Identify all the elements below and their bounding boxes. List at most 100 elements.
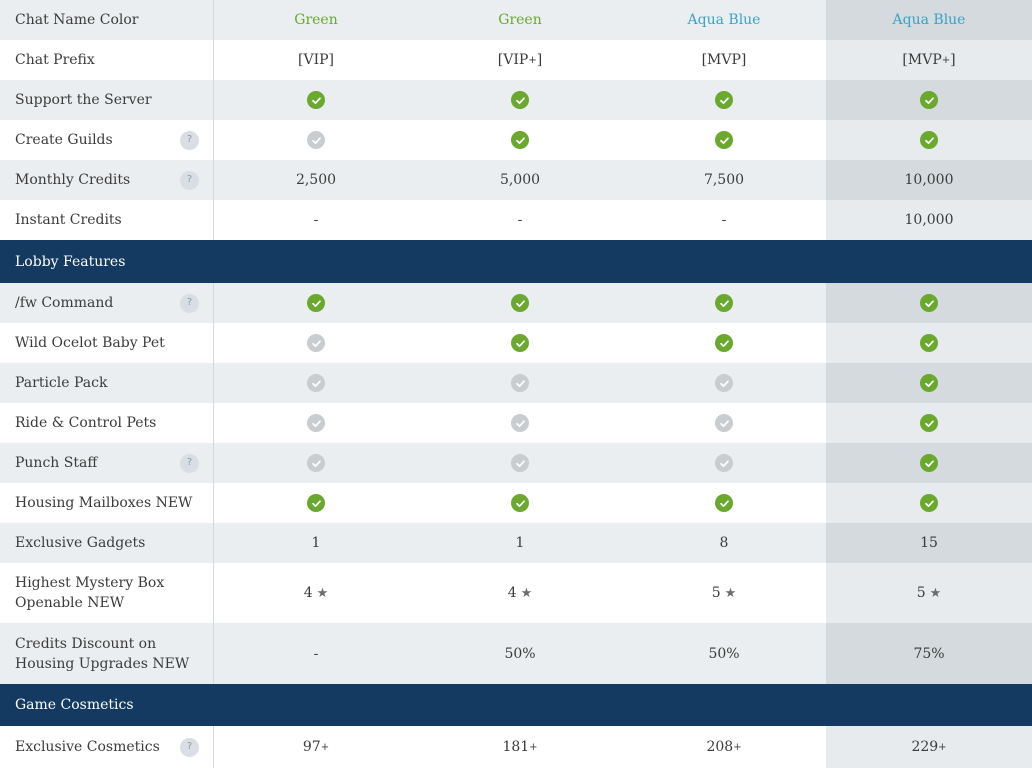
help-question-icon[interactable]: ? xyxy=(180,170,199,190)
row-label: Support the Server xyxy=(0,80,214,120)
check-circle-icon xyxy=(920,294,938,312)
row-instant-credits: Instant Credits - - - 10,000 xyxy=(0,200,1032,240)
check-circle-icon xyxy=(715,131,733,149)
mvp-value: Aqua Blue xyxy=(687,12,761,28)
vip-value xyxy=(214,283,418,323)
row-label: Monthly Credits? xyxy=(0,160,214,200)
check-circle-icon xyxy=(715,91,733,109)
vip-plus-value xyxy=(418,443,622,483)
mvp-plus-value: 10,000 xyxy=(826,160,1032,200)
mvp-value: - xyxy=(721,212,727,228)
box-tier: 4 xyxy=(507,585,517,601)
check-circle-icon xyxy=(511,334,529,352)
mvp-value xyxy=(622,283,826,323)
vip-value xyxy=(214,323,418,363)
vip-value: [VIP] xyxy=(298,52,334,68)
row-label: Wild Ocelot Baby Pet xyxy=(0,323,214,363)
mvp-value: 50% xyxy=(708,645,740,662)
mvp-value xyxy=(622,120,826,160)
vip-plus-value: 4 ★ xyxy=(418,563,622,623)
star-icon: ★ xyxy=(316,585,329,601)
check-circle-icon xyxy=(307,494,325,512)
mvp-plus-value: 5 ★ xyxy=(826,563,1032,623)
star-icon: ★ xyxy=(724,585,737,601)
mvp-value xyxy=(622,323,826,363)
check-circle-icon xyxy=(715,334,733,352)
check-circle-icon xyxy=(920,374,938,392)
check-circle-icon xyxy=(920,454,938,472)
row-exclusive-gadgets: Exclusive Gadgets 1 1 8 15 xyxy=(0,523,1032,563)
mvp-plus-value: 75% xyxy=(826,623,1032,684)
check-circle-icon xyxy=(511,91,529,109)
section-header-game: Game Cosmetics xyxy=(0,684,1032,726)
mvp-value: [MVP] xyxy=(701,52,747,68)
vip-value: 97 + xyxy=(214,726,418,768)
check-circle-icon xyxy=(307,374,325,392)
row-particle-pack: Particle Pack xyxy=(0,363,1032,403)
check-circle-icon xyxy=(307,294,325,312)
check-circle-icon xyxy=(715,454,733,472)
cosmetic-count: 181 xyxy=(502,739,530,755)
row-label: Instant Credits xyxy=(0,200,214,240)
mvp-value: 208 + xyxy=(622,726,826,768)
mvp-plus-value xyxy=(826,283,1032,323)
row-label: /fw Command? xyxy=(0,283,214,323)
row-label-text: Support the Server xyxy=(15,92,152,108)
mvp-plus-value xyxy=(826,80,1032,120)
label-line-1: Highest Mystery Box xyxy=(15,575,165,591)
row-label: Highest Mystery Box Openable NEW xyxy=(0,563,214,623)
row-exclusive-cosmetics: Exclusive Cosmetics? 97 + 181 + 208 + 229 + xyxy=(0,726,1032,768)
row-create-guilds: Create Guilds? xyxy=(0,120,1032,160)
check-circle-icon xyxy=(511,494,529,512)
help-question-icon[interactable]: ? xyxy=(180,293,199,313)
row-label-text: Monthly Credits xyxy=(15,172,131,188)
check-circle-icon xyxy=(715,294,733,312)
row-ocelot-pet: Wild Ocelot Baby Pet xyxy=(0,323,1032,363)
check-circle-icon xyxy=(715,494,733,512)
help-question-icon[interactable]: ? xyxy=(180,737,199,757)
row-mystery-box: Highest Mystery Box Openable NEW 4 ★ 4 ★ 5 ★… xyxy=(0,563,1032,623)
cosmetic-count: 229 xyxy=(911,739,939,755)
row-label: Housing Mailboxes NEW xyxy=(0,483,214,523)
check-circle-icon xyxy=(511,374,529,392)
mvp-value xyxy=(622,363,826,403)
check-circle-icon xyxy=(307,131,325,149)
star-icon: ★ xyxy=(929,585,942,601)
row-label-text: Ride & Control Pets xyxy=(15,415,157,431)
vip-plus-value xyxy=(418,363,622,403)
vip-plus-value: - xyxy=(517,212,523,228)
mvp-value xyxy=(622,483,826,523)
row-label: Credits Discount on Housing Upgrades NEW xyxy=(0,623,214,684)
row-monthly-credits: Monthly Credits? 2,500 5,000 7,500 10,00… xyxy=(0,160,1032,200)
row-label: Chat Name Color xyxy=(0,0,214,40)
vip-plus-value: 50% xyxy=(504,645,536,662)
mvp-plus-value xyxy=(826,120,1032,160)
check-circle-icon xyxy=(511,414,529,432)
row-label-text: Exclusive Gadgets xyxy=(15,535,146,551)
mvp-value xyxy=(622,443,826,483)
prefix-plus: + xyxy=(528,54,537,66)
vip-value xyxy=(214,120,418,160)
row-label: Ride & Control Pets xyxy=(0,403,214,443)
check-circle-icon xyxy=(920,494,938,512)
row-label-text: Punch Staff xyxy=(15,455,98,471)
help-question-icon[interactable]: ? xyxy=(180,453,199,473)
row-label-text: Highest Mystery Box Openable NEW xyxy=(15,573,199,613)
vip-value: 4 ★ xyxy=(214,563,418,623)
label-line-1: Credits Discount on xyxy=(15,635,157,652)
vip-value xyxy=(214,443,418,483)
vip-value: Green xyxy=(294,12,338,28)
mvp-plus-value: [MVP +] xyxy=(826,40,1032,80)
row-label-text: Chat Prefix xyxy=(15,52,95,68)
row-label: Create Guilds? xyxy=(0,120,214,160)
mvp-plus-value xyxy=(826,483,1032,523)
check-circle-icon xyxy=(920,414,938,432)
help-question-icon[interactable]: ? xyxy=(180,130,199,150)
vip-plus-value xyxy=(418,80,622,120)
row-label: Exclusive Gadgets xyxy=(0,523,214,563)
prefix-tail: ] xyxy=(536,52,543,68)
check-circle-icon xyxy=(511,294,529,312)
vip-plus-value xyxy=(418,283,622,323)
cosmetic-count: 97 xyxy=(302,739,321,755)
vip-value: 1 xyxy=(311,535,321,551)
